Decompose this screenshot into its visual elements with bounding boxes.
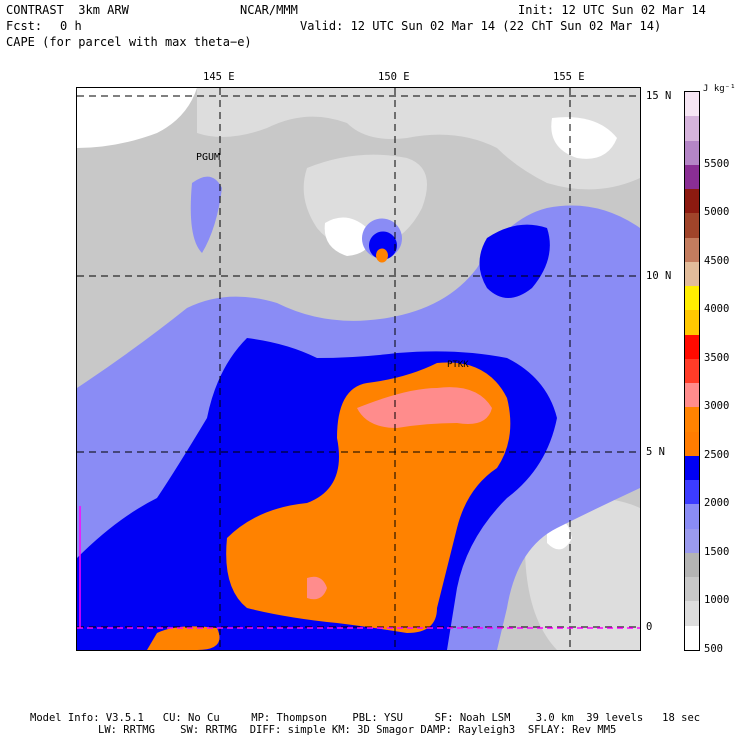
colorbar-swatch [685,310,699,336]
colorbar-swatch [685,528,699,554]
lat-label-5n: 5 N [646,446,665,458]
lon-label-150: 150 E [378,71,410,83]
model-title: CONTRAST 3km ARW [6,3,129,17]
colorbar-swatch [685,140,699,166]
colorbar-label: 3000 [704,400,730,413]
cape-2000-2500-ring [376,248,388,263]
colorbar-label: 3500 [704,351,730,364]
init-time: Init: 12 UTC Sun 02 Mar 14 [518,3,706,17]
lat-label-15n: 15 N [646,90,672,102]
cape-2500-3000-south [307,576,327,600]
footer-model-info: Model Info: V3.5.1 CU: No Cu MP: Thompso… [30,712,701,724]
colorbar-unit: J kg⁻¹ [703,84,736,94]
station-label-pgum: PGUM [196,152,221,163]
colorbar-label: 1000 [704,594,730,607]
colorbar-swatch [685,189,699,214]
colorbar-swatch [685,431,699,457]
cape-field-svg [77,88,640,650]
cape-1500-2000-ne [479,224,550,298]
colorbar-swatch [685,261,699,287]
colorbar-swatch [685,116,699,141]
cape-below-500-nw [77,88,197,148]
colorbar-swatch [685,407,699,433]
colorbar-label: 2000 [704,497,730,510]
colorbar-swatch [685,601,699,627]
colorbar-swatch [685,552,699,578]
colorbar-swatch [685,577,699,602]
field-title: CAPE (for parcel with max theta−e) [6,35,252,49]
colorbar-swatch [685,504,699,530]
colorbar-swatch [685,480,699,505]
lon-label-155: 155 E [553,71,585,83]
colorbar-swatch [685,455,699,481]
colorbar-swatch [685,383,699,408]
colorbar-swatch [685,213,699,239]
cape-1000-1500-west [190,176,222,253]
colorbar-label: 4500 [704,254,730,267]
colorbar-label: 4000 [704,303,730,316]
colorbar-swatch [685,92,699,117]
cape-2000-2500-region [226,362,511,633]
lon-label-145: 145 E [203,71,235,83]
colorbar-swatch [685,334,699,360]
colorbar-swatch [685,625,699,651]
cape-white-center [324,217,370,256]
valid-time: Valid: 12 UTC Sun 02 Mar 14 (22 ChT Sun … [300,19,662,33]
footer-physics-info: LW: RRTMG SW: RRTMG DIFF: simple KM: 3D … [98,724,617,736]
cape-1500-2000-ring [369,231,397,260]
cape-white-east [551,117,617,159]
cape-2000-2500-south [147,626,220,650]
colorbar-label: 5500 [704,157,730,170]
station-label-ptkk: PTKK [447,360,469,370]
colorbar-label: 1500 [704,545,730,558]
lat-label-0: 0 [646,621,653,633]
colorbar-label: 500 [704,643,723,655]
colorbar-label: 2500 [704,448,730,461]
organization: NCAR/MMM [240,3,298,17]
colorbar-swatch [685,237,699,263]
colorbar-swatch [685,164,699,190]
colorbar-swatch [685,358,699,384]
colorbar-swatch [685,286,699,311]
colorbar-label: 5000 [704,206,730,219]
lat-label-10n: 10 N [646,270,672,282]
colorbar [684,91,700,651]
map-gridlines [77,88,640,650]
cape-lightgrey-north [197,88,640,190]
cape-2500-3000-north [357,387,492,428]
cape-map: PGUM PTKK [76,87,641,651]
forecast-hour: 0 h [60,19,82,33]
forecast-label: Fcst: [6,19,43,33]
